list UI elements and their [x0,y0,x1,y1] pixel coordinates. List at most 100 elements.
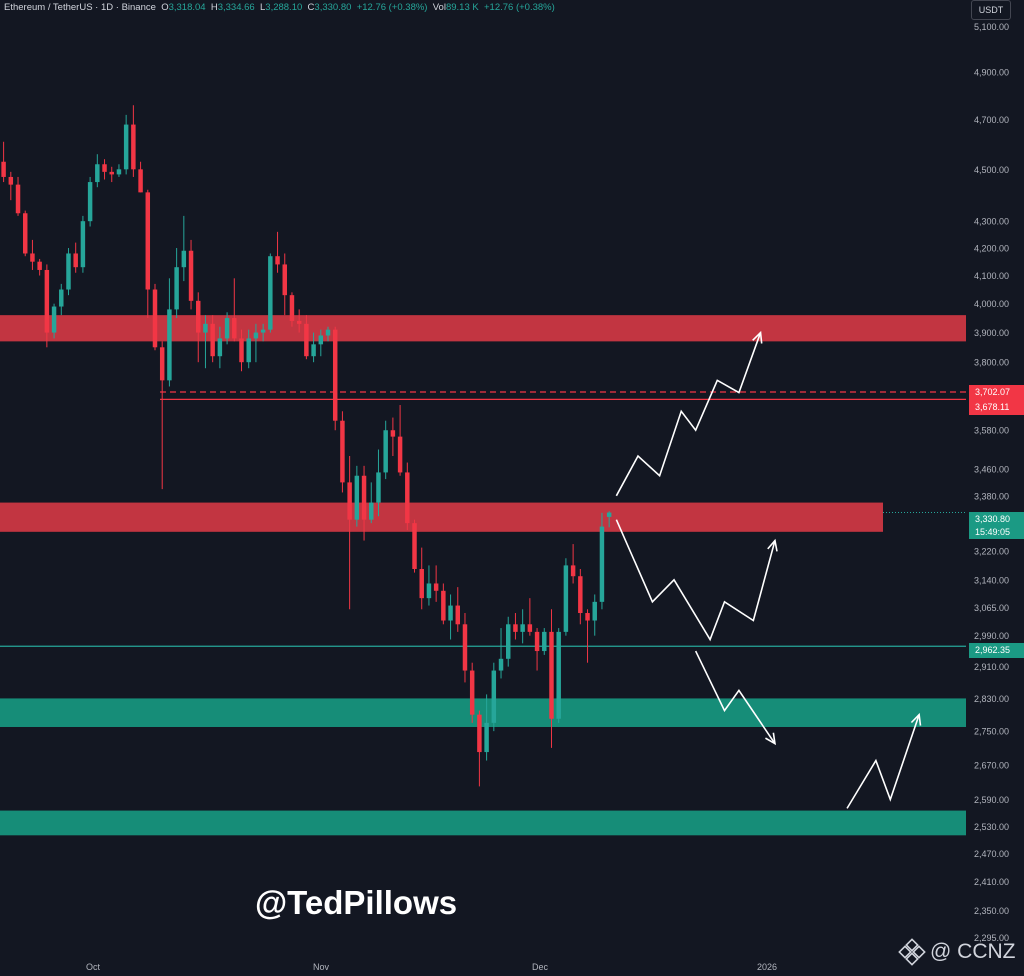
candle [22,210,28,257]
arrow-head [767,538,778,552]
current-price: 3,330.80 [975,514,1011,524]
price-tick-label: 4,300.00 [974,217,1009,227]
candle [1,141,6,183]
candle-body [578,576,583,614]
brand-mark: @ CCNZ [898,938,1015,966]
candle-body [534,631,540,652]
candle-body [224,318,230,339]
candle-body [174,267,179,310]
candle-body [138,169,143,193]
price-tick-label: 3,900.00 [974,328,1009,338]
candle-body [405,472,410,524]
candle [37,258,42,276]
ohlc-header: Ethereum / TetherUS · 1D · Binance O3,31… [4,2,555,13]
candle-body [585,613,590,621]
candle-body [275,256,280,265]
price-tick-label: 2,750.00 [974,727,1009,737]
candle-body [390,430,396,437]
price-tick-label: 2,530.00 [974,822,1009,832]
candle-body [196,300,201,333]
candle-body [239,338,244,363]
candle [123,114,129,175]
candle [505,616,511,667]
candle-body [260,329,266,333]
symbol-title[interactable]: Ethereum / TetherUS · 1D · Binance [4,2,156,13]
projection-path [615,332,762,497]
projection-path [846,714,920,809]
candle [181,215,187,282]
candle [268,253,273,333]
candle [477,710,482,787]
candles-layer [1,105,612,787]
candle-body [145,192,151,290]
candle [599,512,605,610]
candle [15,176,21,216]
candle-body [30,253,35,262]
price-tick-label: 5,100.00 [974,22,1009,32]
candle [405,462,410,531]
candle-body [188,250,194,301]
high-label: H [210,2,218,13]
candle-body [527,624,533,632]
candle [369,482,374,524]
candle-body [347,482,352,520]
candle-body [369,502,374,520]
candle [419,547,424,610]
candle-body [8,176,14,185]
candle [159,341,165,490]
candle-body [433,583,439,591]
resistance-zone [0,502,883,532]
candle [203,315,208,369]
candle-body [491,670,497,723]
candle-body [22,213,28,254]
price-tag-green: 2,962.35 [969,643,1024,658]
candle [527,598,533,636]
candle [217,326,223,369]
candle [311,332,316,363]
candle [383,420,388,480]
price-tick-label: 3,220.00 [974,547,1009,557]
volume-value: 89.13 K [445,2,479,13]
close-value: 3,330.80 [314,2,352,13]
candle-body [592,601,597,621]
currency-button[interactable]: USDT [971,0,1011,20]
close-label: C [307,2,315,13]
author-watermark: @TedPillows [255,884,458,921]
price-tick-label: 2,830.00 [974,694,1009,704]
candle-body [311,344,316,357]
candle-body [159,347,165,381]
candle-body [268,256,273,330]
candle-body [37,261,42,270]
price-tick-label: 4,000.00 [974,299,1009,309]
candle [340,411,345,493]
price-tick-label: 3,380.00 [974,491,1009,501]
candle-body [217,338,223,357]
price-tick-label: 2,670.00 [974,760,1009,770]
candle [606,511,612,528]
candle-countdown: 15:49:05 [975,527,1011,537]
candle [30,239,35,270]
price-tag-red-1: 3,702.07 [969,385,1024,400]
candle [152,283,158,351]
candle-body [296,320,302,324]
price-tick-label: 2,470.00 [974,849,1009,859]
candle [455,587,461,632]
candle [412,519,417,573]
candle-body [441,590,446,621]
candle [73,242,78,273]
candle-body [383,430,388,473]
candle [347,456,352,610]
time-tick-label: 2026 [757,962,777,972]
candle-body [289,295,295,321]
open-label: O [161,2,169,13]
candle-body [477,714,482,753]
candle-body [102,164,107,172]
candle [332,326,338,431]
candle [253,323,259,363]
price-tick-label: 2,910.00 [974,662,1009,672]
current-price-tag: 3,330.80 15:49:05 [969,512,1024,539]
candle-body [412,523,417,569]
candle [239,329,244,372]
candle [484,694,489,761]
